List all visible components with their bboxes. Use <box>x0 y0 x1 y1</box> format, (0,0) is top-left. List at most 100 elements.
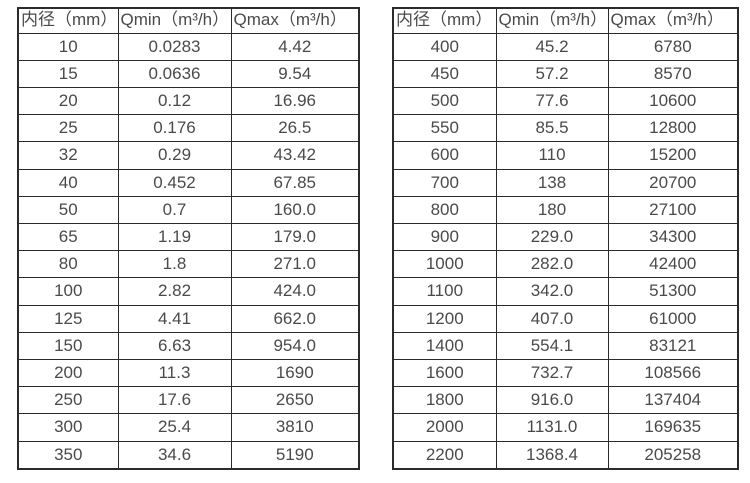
table-cell: 9.54 <box>230 59 360 88</box>
table-cell: 150 <box>17 331 119 360</box>
table-cell: 6780 <box>607 32 739 61</box>
table-row: 1000 282.0 42400 <box>392 250 739 279</box>
table-cell: 1.8 <box>117 250 232 279</box>
table-cell: 12800 <box>607 114 739 143</box>
table-cell: 138 <box>495 168 609 197</box>
table-cell: 229.0 <box>495 222 609 252</box>
table-cell: 125 <box>17 304 119 333</box>
table-row: 100 2.82 424.0 <box>17 277 360 306</box>
table-cell: 4.42 <box>230 32 360 61</box>
table-cell: 25 <box>17 114 119 143</box>
table-cell: 800 <box>392 195 497 224</box>
flow-table-small-diameters: 内径（mm） Qmin（m³/h） Qmax（m³/h） 10 0.0283 4.4… <box>17 7 360 470</box>
table-cell: 20 <box>17 86 119 116</box>
table-row: 80 1.8 271.0 <box>17 250 360 279</box>
table-cell: 10600 <box>607 86 739 116</box>
table-cell: 32 <box>17 141 119 170</box>
table-cell: 57.2 <box>495 59 609 88</box>
table-cell: 424.0 <box>230 277 360 306</box>
table-cell: 554.1 <box>495 331 609 360</box>
table-cell: 50 <box>17 195 119 224</box>
table-row: 450 57.2 8570 <box>392 59 739 88</box>
table-cell: 3810 <box>230 413 360 442</box>
table-cell: 51300 <box>607 277 739 306</box>
table-cell: 10 <box>17 32 119 61</box>
table-cell: 25.4 <box>117 413 232 442</box>
table-cell: 450 <box>392 59 497 88</box>
table-cell: 83121 <box>607 331 739 360</box>
table-cell: 16.96 <box>230 86 360 116</box>
table-row: 25 0.176 26.5 <box>17 114 360 143</box>
table-row: 600 110 15200 <box>392 141 739 170</box>
table-cell: 1600 <box>392 358 497 388</box>
table-row: 1800 916.0 137404 <box>392 386 739 415</box>
table-row: 500 77.6 10600 <box>392 86 739 116</box>
table-cell: 1690 <box>230 358 360 388</box>
table-row: 300 25.4 3810 <box>17 413 360 442</box>
table-cell: 2.82 <box>117 277 232 306</box>
table-cell: 0.176 <box>117 114 232 143</box>
table-cell: 350 <box>17 440 119 470</box>
table-cell: 27100 <box>607 195 739 224</box>
table-cell: 34.6 <box>117 440 232 470</box>
table-cell: 108566 <box>607 358 739 388</box>
table-row: 40 0.452 67.85 <box>17 168 360 197</box>
table-cell: 342.0 <box>495 277 609 306</box>
table-cell: 180 <box>495 195 609 224</box>
table-cell: 100 <box>17 277 119 306</box>
col-header-diameter: 内径（mm） <box>392 7 497 34</box>
table-cell: 2650 <box>230 386 360 415</box>
table-row: 150 6.63 954.0 <box>17 331 360 360</box>
table-cell: 4.41 <box>117 304 232 333</box>
table-row: 350 34.6 5190 <box>17 440 360 470</box>
table-cell: 954.0 <box>230 331 360 360</box>
col-header-qmin: Qmin（m³/h） <box>495 7 609 34</box>
table-cell: 43.42 <box>230 141 360 170</box>
table-row: 800 180 27100 <box>392 195 739 224</box>
table-cell: 80 <box>17 250 119 279</box>
header-row: 内径（mm） Qmin（m³/h） Qmax（m³/h） <box>392 7 739 34</box>
col-header-qmin: Qmin（m³/h） <box>117 7 232 34</box>
table-cell: 61000 <box>607 304 739 333</box>
col-header-qmax: Qmax（m³/h） <box>607 7 739 34</box>
table-cell: 0.12 <box>117 86 232 116</box>
table-cell: 1131.0 <box>495 413 609 442</box>
table-cell: 11.3 <box>117 358 232 388</box>
table-row: 900 229.0 34300 <box>392 222 739 252</box>
table-cell: 1000 <box>392 250 497 279</box>
table-cell: 400 <box>392 32 497 61</box>
table-row: 550 85.5 12800 <box>392 114 739 143</box>
table-cell: 34300 <box>607 222 739 252</box>
table-cell: 550 <box>392 114 497 143</box>
table-cell: 85.5 <box>495 114 609 143</box>
flow-table-large-diameters: 内径（mm） Qmin（m³/h） Qmax（m³/h） 400 45.2 6780… <box>392 7 739 470</box>
table-row: 1400 554.1 83121 <box>392 331 739 360</box>
table-row: 2000 1131.0 169635 <box>392 413 739 442</box>
table-cell: 1368.4 <box>495 440 609 470</box>
table-row: 2200 1368.4 205258 <box>392 440 739 470</box>
table-row: 65 1.19 179.0 <box>17 222 360 252</box>
table-row: 1600 732.7 108566 <box>392 358 739 388</box>
table-row: 32 0.29 43.42 <box>17 141 360 170</box>
table-cell: 1800 <box>392 386 497 415</box>
table-row: 20 0.12 16.96 <box>17 86 360 116</box>
table-cell: 26.5 <box>230 114 360 143</box>
table-cell: 300 <box>17 413 119 442</box>
table-cell: 1100 <box>392 277 497 306</box>
table-cell: 0.7 <box>117 195 232 224</box>
table-row: 1200 407.0 61000 <box>392 304 739 333</box>
table-cell: 110 <box>495 141 609 170</box>
table-cell: 2200 <box>392 440 497 470</box>
table-cell: 1400 <box>392 331 497 360</box>
table-row: 50 0.7 160.0 <box>17 195 360 224</box>
table-cell: 5190 <box>230 440 360 470</box>
table-row: 250 17.6 2650 <box>17 386 360 415</box>
table-cell: 45.2 <box>495 32 609 61</box>
table-row: 200 11.3 1690 <box>17 358 360 388</box>
table-cell: 8570 <box>607 59 739 88</box>
table-cell: 900 <box>392 222 497 252</box>
table-cell: 6.63 <box>117 331 232 360</box>
table-cell: 2000 <box>392 413 497 442</box>
table-body-small-diameters: 10 0.0283 4.42 15 0.0636 9.54 20 0.12 16.96 25 0.1… <box>17 32 360 470</box>
